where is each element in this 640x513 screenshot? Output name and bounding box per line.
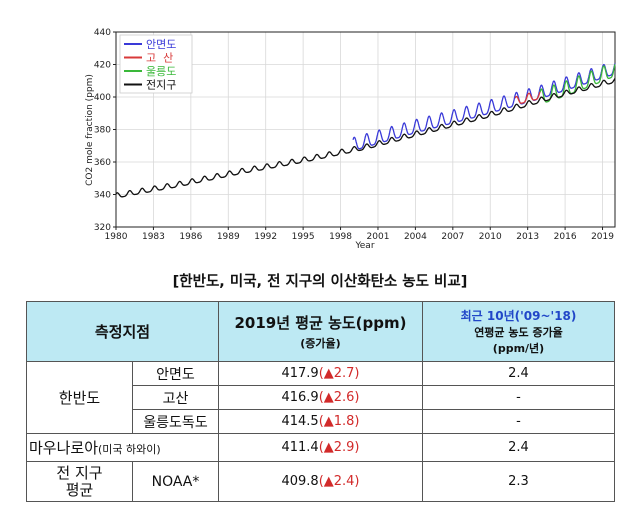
value: 411.4	[281, 440, 319, 455]
co2-line-chart: 1980 1983 1986 1989 1992 1995 1998 2001 2004 2007…	[85, 28, 616, 251]
x-axis-ticks: 1980 1983 1986 1989 1992 1995 1998 2001 2004 2007…	[105, 227, 614, 242]
x-tick-label: 1998	[329, 232, 352, 242]
y-tick-label: 440	[94, 28, 111, 38]
rate-value: 2.4	[422, 433, 615, 462]
x-tick-label: 2019	[591, 232, 614, 242]
chart-series	[115, 63, 616, 198]
station-mauna: 마우나로아(미국 하와이)	[26, 433, 219, 462]
station-name: 고산	[132, 385, 219, 410]
header-recent-line3: (ppm/년)	[492, 342, 545, 355]
global-label-1: 전 지구	[56, 463, 103, 482]
y-tick-label: 340	[94, 191, 111, 201]
series-line-1	[514, 91, 541, 104]
y-tick-label: 400	[94, 93, 111, 103]
table-row: 울릉도독도 414.5(▲1.8) -	[27, 409, 615, 434]
increase: (▲1.8)	[318, 414, 360, 429]
station-name: NOAA*	[132, 461, 219, 502]
header-avg: 2019년 평균 농도(ppm) (증가율)	[218, 301, 423, 362]
avg-value: 411.4(▲2.9)	[218, 433, 423, 462]
chart-grid	[115, 31, 615, 228]
header-avg-title: 2019년 평균 농도(ppm)	[234, 314, 407, 332]
group-global: 전 지구 평균	[26, 461, 133, 502]
series-line-3	[115, 78, 616, 198]
x-tick-label: 1995	[292, 232, 315, 242]
header-avg-sub: (증가율)	[300, 337, 341, 350]
legend-label: 전지구	[146, 79, 176, 92]
mauna-label: 마우나로아	[29, 439, 99, 457]
increase: (▲2.7)	[318, 366, 360, 381]
series-line-2	[539, 64, 616, 103]
x-axis-label: Year	[354, 241, 374, 251]
x-tick-label: 2013	[516, 232, 539, 242]
value: 417.9	[281, 366, 319, 381]
increase: (▲2.4)	[318, 474, 360, 489]
y-axis-ticks: 320 340 360 380 400 420 440	[94, 28, 116, 233]
mauna-paren: (미국 하와이)	[98, 443, 161, 456]
header-site: 측정지점	[26, 301, 219, 362]
table-row: 마우나로아(미국 하와이) 411.4(▲2.9) 2.4	[26, 433, 615, 462]
value: 414.5	[281, 414, 319, 429]
y-tick-label: 380	[94, 126, 111, 136]
x-tick-label: 1980	[105, 232, 128, 242]
header-recent-line2: 연평균 농도 증가율	[474, 326, 563, 339]
value: 416.9	[281, 390, 319, 405]
x-tick-label: 1992	[254, 232, 277, 242]
avg-value: 409.8(▲2.4)	[218, 461, 423, 502]
increase: (▲2.6)	[318, 390, 360, 405]
series-line-0	[352, 63, 616, 150]
x-tick-label: 2004	[404, 232, 427, 242]
legend-label: 안면도	[146, 38, 176, 51]
table-row: 고산 416.9(▲2.6) -	[27, 385, 615, 410]
station-name: 안면도	[132, 361, 219, 386]
y-tick-label: 320	[94, 223, 111, 233]
table-row: 전 지구 평균 NOAA* 409.8(▲2.4) 2.3	[26, 461, 615, 502]
x-tick-label: 2016	[554, 232, 577, 242]
x-tick-label: 1989	[217, 232, 240, 242]
station-name: 울릉도독도	[132, 409, 219, 434]
increase: (▲2.9)	[318, 440, 360, 455]
legend-label: 울릉도	[146, 65, 176, 78]
rate-value: -	[422, 385, 615, 410]
avg-value: 417.9(▲2.7)	[218, 361, 423, 386]
table-header-row: 측정지점 2019년 평균 농도(ppm) (증가율) 최근 10년('09~'…	[26, 301, 615, 362]
group-korea: 한반도	[26, 361, 133, 434]
x-tick-label: 2001	[367, 232, 390, 242]
global-label-2: 평균	[65, 480, 94, 499]
rate-value: -	[422, 409, 615, 434]
y-axis-label: CO2 mole fraction (ppm)	[85, 74, 95, 186]
x-tick-label: 2010	[479, 232, 502, 242]
rate-value: 2.4	[422, 361, 615, 386]
legend-label: 고 산	[146, 52, 173, 65]
y-tick-label: 360	[94, 158, 111, 168]
header-recent: 최근 10년('09~'18) 연평균 농도 증가율 (ppm/년)	[422, 301, 615, 362]
avg-value: 416.9(▲2.6)	[218, 385, 423, 410]
avg-value: 414.5(▲1.8)	[218, 409, 423, 434]
table-row: 한반도 안면도 417.9(▲2.7) 2.4	[26, 361, 615, 434]
y-tick-label: 420	[94, 61, 111, 71]
x-tick-label: 1986	[179, 232, 202, 242]
table-caption: [한반도, 미국, 전 지구의 이산화탄소 농도 비교]	[172, 274, 468, 290]
header-recent-title: 최근 10년('09~'18)	[460, 309, 577, 323]
comparison-table: 측정지점 2019년 평균 농도(ppm) (증가율) 최근 10년('09~'…	[26, 301, 615, 502]
x-tick-label: 1983	[142, 232, 165, 242]
x-tick-label: 2007	[441, 232, 464, 242]
rate-value: 2.3	[422, 461, 615, 502]
value: 409.8	[281, 474, 319, 489]
